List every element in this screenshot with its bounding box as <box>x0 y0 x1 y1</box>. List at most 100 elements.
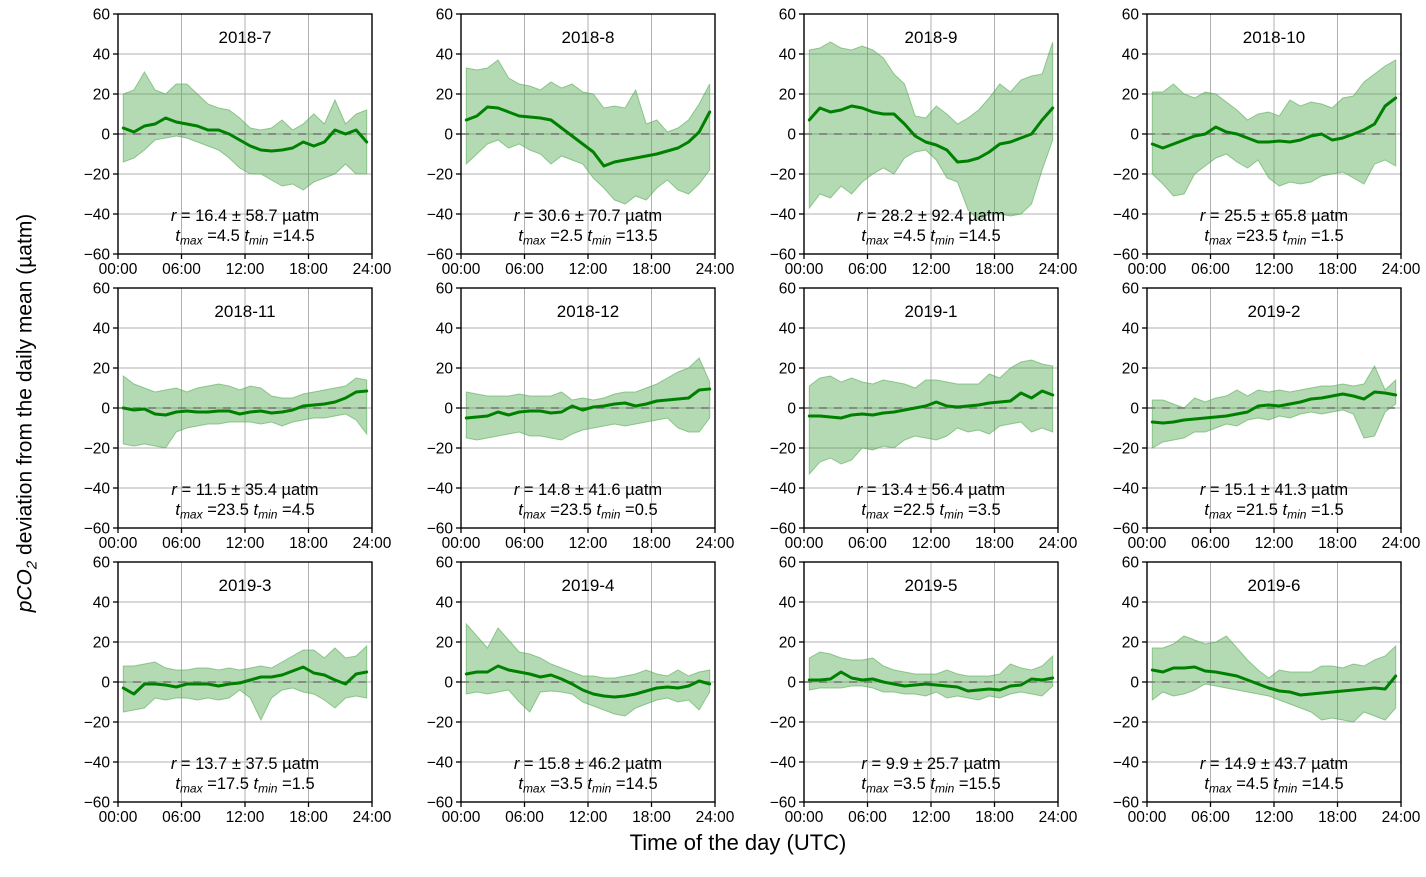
subplot-title: 2019-3 <box>219 576 272 595</box>
stats-line-2: tmax =23.5 tmin =1.5 <box>1204 227 1343 248</box>
svg-text:40: 40 <box>436 595 454 612</box>
svg-text:−40: −40 <box>84 755 111 772</box>
svg-text:40: 40 <box>436 47 454 64</box>
svg-text:40: 40 <box>779 321 797 338</box>
std-band <box>808 359 1054 476</box>
subplot-2019-5: 00:00 06:00 12:00 18:00 24:00 −60 −40 −20 0 20 40 6… <box>738 552 1081 827</box>
svg-text:24:00: 24:00 <box>353 261 392 278</box>
svg-text:00:00: 00:00 <box>785 261 824 278</box>
svg-text:0: 0 <box>1130 127 1139 144</box>
svg-text:20: 20 <box>1122 361 1140 378</box>
stats-line-1: r = 14.9 ± 43.7 µatm <box>1200 755 1348 773</box>
svg-text:06:00: 06:00 <box>505 261 544 278</box>
svg-text:12:00: 12:00 <box>912 535 951 552</box>
svg-text:00:00: 00:00 <box>99 809 138 826</box>
svg-text:20: 20 <box>93 635 111 652</box>
svg-text:24:00: 24:00 <box>353 809 392 826</box>
stats-line-1: r = 25.5 ± 65.8 µatm <box>1200 207 1348 225</box>
stats-line-1: r = 15.8 ± 46.2 µatm <box>514 755 662 773</box>
subplot-2019-6: 00:00 06:00 12:00 18:00 24:00 −60 −40 −20 0 20 40 6… <box>1081 552 1424 827</box>
x-ticks: 00:00 06:00 12:00 18:00 24:00 <box>99 802 392 826</box>
std-band <box>465 357 711 441</box>
y-ticks: −60 −40 −20 0 20 40 60 <box>1113 281 1147 538</box>
y-ticks: −60 −40 −20 0 20 40 60 <box>427 281 461 538</box>
stats-line-2: tmax =3.5 tmin =15.5 <box>861 775 1000 796</box>
mean-line <box>1150 96 1398 150</box>
svg-text:12:00: 12:00 <box>1255 261 1294 278</box>
y-axis-label-subscript: 2 <box>23 560 41 570</box>
y-ticks: −60 −40 −20 0 20 40 60 <box>1113 7 1147 264</box>
x-ticks: 00:00 06:00 12:00 18:00 24:00 <box>442 802 735 826</box>
svg-text:−20: −20 <box>427 167 454 184</box>
svg-text:06:00: 06:00 <box>848 809 887 826</box>
subplot-2019-1: 00:00 06:00 12:00 18:00 24:00 −60 −40 −20 0 20 40 6… <box>738 278 1081 553</box>
subplot-2019-2: 00:00 06:00 12:00 18:00 24:00 −60 −40 −20 0 20 40 6… <box>1081 278 1424 553</box>
svg-text:20: 20 <box>1122 635 1140 652</box>
svg-text:40: 40 <box>93 595 111 612</box>
y-ticks: −60 −40 −20 0 20 40 60 <box>84 7 118 264</box>
svg-text:12:00: 12:00 <box>569 535 608 552</box>
svg-text:12:00: 12:00 <box>226 535 265 552</box>
svg-text:00:00: 00:00 <box>1128 809 1167 826</box>
subplot-2019-2-canvas: 00:00 06:00 12:00 18:00 24:00 −60 −40 −20 0 20 40 6… <box>1113 281 1421 553</box>
svg-text:0: 0 <box>101 127 110 144</box>
stats-line-1: r = 30.6 ± 70.7 µatm <box>514 207 662 225</box>
svg-text:−20: −20 <box>427 715 454 732</box>
svg-text:06:00: 06:00 <box>1191 535 1230 552</box>
svg-text:20: 20 <box>779 87 797 104</box>
mean-line <box>807 389 1055 420</box>
x-ticks: 00:00 06:00 12:00 18:00 24:00 <box>1128 528 1421 552</box>
svg-text:06:00: 06:00 <box>505 535 544 552</box>
svg-text:−20: −20 <box>1113 715 1140 732</box>
svg-text:−20: −20 <box>84 715 111 732</box>
mean-line <box>464 664 712 699</box>
stats-line-1: r = 15.1 ± 41.3 µatm <box>1200 481 1348 499</box>
subplot-2018-12: 00:00 06:00 12:00 18:00 24:00 −60 −40 −20 0 20 40 6… <box>395 278 738 553</box>
svg-text:06:00: 06:00 <box>505 809 544 826</box>
svg-text:−60: −60 <box>84 795 111 812</box>
svg-text:00:00: 00:00 <box>1128 261 1167 278</box>
mean-line <box>807 670 1055 693</box>
std-band <box>122 71 368 191</box>
y-ticks: −60 −40 −20 0 20 40 60 <box>84 281 118 538</box>
svg-text:60: 60 <box>436 281 454 298</box>
svg-text:06:00: 06:00 <box>848 535 887 552</box>
subplot-2018-12-canvas: 00:00 06:00 12:00 18:00 24:00 −60 −40 −20 0 20 40 6… <box>427 281 735 553</box>
svg-text:24:00: 24:00 <box>1039 535 1078 552</box>
svg-text:00:00: 00:00 <box>1128 535 1167 552</box>
svg-text:18:00: 18:00 <box>975 261 1014 278</box>
svg-text:−60: −60 <box>84 247 111 264</box>
subplot-2018-10-canvas: 00:00 06:00 12:00 18:00 24:00 −60 −40 −20 0 20 40 6… <box>1113 7 1421 279</box>
svg-text:18:00: 18:00 <box>1318 535 1357 552</box>
subplot-title: 2018-10 <box>1243 28 1305 47</box>
svg-text:−60: −60 <box>1113 247 1140 264</box>
svg-text:−40: −40 <box>427 481 454 498</box>
svg-text:24:00: 24:00 <box>1382 261 1421 278</box>
svg-text:06:00: 06:00 <box>162 809 201 826</box>
subplot-2018-9-canvas: 00:00 06:00 12:00 18:00 24:00 −60 −40 −20 0 20 40 6… <box>770 7 1078 279</box>
svg-text:60: 60 <box>93 281 111 298</box>
svg-text:06:00: 06:00 <box>162 261 201 278</box>
svg-text:12:00: 12:00 <box>569 261 608 278</box>
mean-line <box>464 105 712 168</box>
svg-text:24:00: 24:00 <box>696 261 735 278</box>
subplot-title: 2019-4 <box>562 576 615 595</box>
svg-text:20: 20 <box>436 361 454 378</box>
stats-line-2: tmax =3.5 tmin =14.5 <box>518 775 657 796</box>
svg-text:20: 20 <box>93 87 111 104</box>
svg-text:06:00: 06:00 <box>848 261 887 278</box>
svg-text:12:00: 12:00 <box>226 261 265 278</box>
stats-line-2: tmax =2.5 tmin =13.5 <box>518 227 657 248</box>
y-ticks: −60 −40 −20 0 20 40 60 <box>770 281 804 538</box>
stats-line-2: tmax =21.5 tmin =1.5 <box>1204 501 1343 522</box>
svg-text:40: 40 <box>779 595 797 612</box>
std-band <box>465 622 711 717</box>
svg-text:24:00: 24:00 <box>1382 535 1421 552</box>
svg-text:−20: −20 <box>770 715 797 732</box>
svg-text:18:00: 18:00 <box>632 535 671 552</box>
svg-text:60: 60 <box>93 7 111 24</box>
svg-text:−60: −60 <box>84 521 111 538</box>
svg-text:24:00: 24:00 <box>1039 809 1078 826</box>
svg-text:20: 20 <box>779 361 797 378</box>
